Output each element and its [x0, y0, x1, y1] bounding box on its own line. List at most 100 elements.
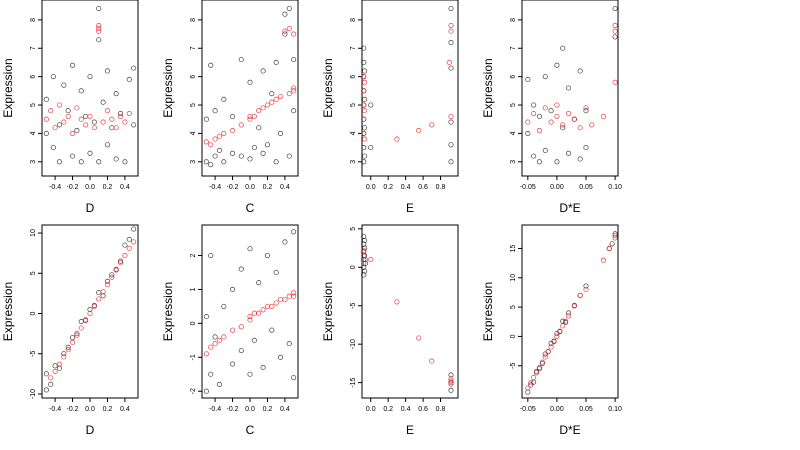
- black-point: [525, 130, 531, 136]
- black-point: [229, 361, 236, 367]
- y-axis-label: Expression: [1, 58, 15, 117]
- red-point: [96, 22, 102, 29]
- red-point: [96, 25, 102, 31]
- red-point: [554, 113, 560, 119]
- y-tick-label: 0: [510, 334, 517, 338]
- red-point: [362, 108, 368, 114]
- red-point: [96, 296, 102, 302]
- black-point: [43, 130, 49, 136]
- red-point: [52, 125, 58, 131]
- black-point: [260, 150, 266, 156]
- y-tick-label: 6: [190, 75, 197, 79]
- y-tick-label: 7: [350, 46, 357, 50]
- x-tick-label: 0.2: [263, 406, 273, 413]
- x-tick-label: -0.2: [227, 406, 239, 413]
- red-point: [448, 28, 454, 34]
- x-tick-label: 0.05: [579, 406, 593, 413]
- red-point: [571, 116, 577, 122]
- black-point: [448, 387, 454, 393]
- black-point: [43, 371, 49, 377]
- red-point: [126, 245, 132, 251]
- y-tick-label: 10: [30, 229, 37, 237]
- y-tick-label: 3: [30, 160, 37, 164]
- black-point: [448, 159, 454, 165]
- y-tick-label: 8: [510, 18, 517, 22]
- y-tick-label: 4: [510, 131, 517, 135]
- black-point: [247, 156, 253, 162]
- red-point: [247, 317, 253, 323]
- x-tick-label: 0.0: [366, 406, 376, 413]
- x-axis-label: C: [246, 423, 255, 437]
- x-tick-label: 0.0: [245, 406, 255, 413]
- black-point: [87, 74, 93, 80]
- red-point: [104, 281, 111, 288]
- black-point: [291, 108, 297, 114]
- plot-frame: [361, 0, 459, 177]
- black-point: [48, 381, 54, 387]
- red-point: [583, 286, 589, 293]
- black-point: [69, 153, 76, 159]
- y-axis-label: Expression: [481, 282, 495, 341]
- red-point: [260, 307, 266, 313]
- red-point: [362, 136, 368, 142]
- red-point: [203, 139, 209, 145]
- x-tick-label: 0.00: [550, 184, 564, 191]
- red-point: [448, 381, 454, 387]
- black-point: [61, 82, 67, 88]
- black-point: [286, 5, 292, 12]
- black-point: [448, 5, 454, 12]
- black-point: [100, 293, 106, 299]
- red-point: [273, 300, 279, 306]
- red-point: [548, 344, 554, 350]
- black-point: [368, 145, 374, 151]
- black-point: [362, 96, 368, 102]
- red-point: [291, 293, 297, 299]
- black-point: [260, 68, 266, 74]
- black-point: [100, 99, 106, 105]
- red-point: [91, 125, 97, 131]
- red-point: [208, 344, 214, 350]
- red-point: [238, 122, 244, 128]
- red-point: [48, 108, 54, 114]
- black-point: [269, 327, 275, 333]
- black-point: [212, 334, 218, 340]
- x-tick-label: 0.8: [436, 184, 446, 191]
- y-tick-label: 1: [190, 287, 197, 291]
- red-point: [273, 96, 279, 102]
- red-point: [216, 337, 223, 343]
- red-point: [563, 318, 569, 324]
- y-tick-label: 5: [510, 103, 517, 107]
- red-point: [100, 119, 106, 125]
- y-tick-label: 4: [30, 131, 37, 135]
- black-point: [554, 159, 560, 165]
- x-tick-label: -0.2: [67, 406, 79, 413]
- red-point: [612, 235, 618, 241]
- red-point: [606, 245, 612, 252]
- x-axis-label: E: [406, 423, 414, 437]
- y-tick-label: 4: [190, 131, 197, 135]
- y-tick-label: 5: [350, 227, 357, 231]
- black-point: [247, 79, 253, 85]
- red-point: [531, 374, 537, 381]
- red-point: [612, 22, 618, 29]
- y-tick-label: 3: [350, 160, 357, 164]
- y-axis-label: Expression: [1, 282, 15, 341]
- red-point: [65, 347, 71, 353]
- y-tick-label: 5: [30, 103, 37, 107]
- red-point: [256, 310, 262, 316]
- y-tick-label: 5: [510, 305, 517, 309]
- black-point: [361, 233, 367, 240]
- red-point: [113, 125, 119, 131]
- black-point: [282, 11, 288, 17]
- red-point: [533, 370, 540, 376]
- black-point: [131, 226, 137, 232]
- y-tick-label: 6: [510, 75, 517, 79]
- black-point: [122, 242, 128, 248]
- scatter-panel: -0.4 -0.2 0.0 0.2 0.4 3 4 5 6 7 8 D Expression: [1, 0, 139, 215]
- scatter-panel: -0.05 0.00 0.05 0.10 3 4 5 6 7 8 D*E Expression: [481, 0, 622, 215]
- black-point: [208, 252, 214, 259]
- x-tick-label: 0.10: [608, 406, 622, 413]
- red-point: [536, 364, 543, 371]
- red-point: [571, 302, 577, 308]
